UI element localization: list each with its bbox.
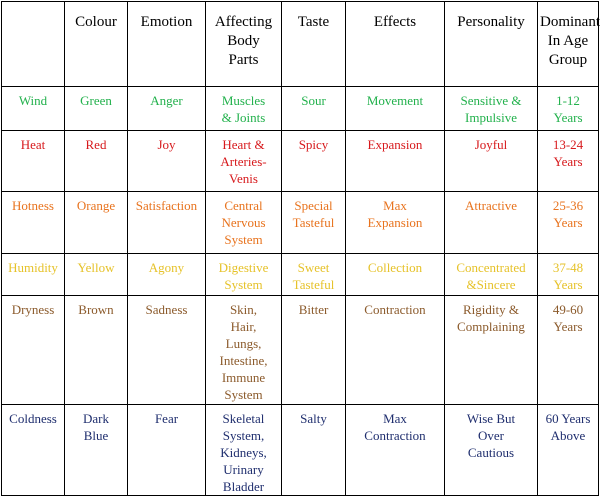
- table-cell: Skin, Hair, Lungs, Intestine, Immune Sys…: [205, 295, 282, 405]
- table-cell: 1-12 Years: [537, 86, 599, 131]
- table-cell: Sour: [281, 86, 346, 131]
- table-cell: Skeletal System, Kidneys, Urinary Bladde…: [205, 404, 282, 496]
- table-cell: Salty: [281, 404, 346, 496]
- header-cell-personality: Personality: [444, 1, 538, 87]
- header-cell-body-parts: Affecting Body Parts: [205, 1, 282, 87]
- table-cell: Collection: [345, 253, 445, 296]
- table-cell: Contraction: [345, 295, 445, 405]
- table-cell: Expansion: [345, 130, 445, 192]
- header-cell-colour: Colour: [64, 1, 128, 87]
- table-cell: Yellow: [64, 253, 128, 296]
- table-cell: 60 Years Above: [537, 404, 599, 496]
- table-cell: Joyful: [444, 130, 538, 192]
- table-row: Wind Green Anger Muscles & Joints Sour M…: [1, 86, 599, 131]
- table-cell: Movement: [345, 86, 445, 131]
- table-cell: Rigidity & Complaining: [444, 295, 538, 405]
- table-row: Heat Red Joy Heart & Arteries- Venis Spi…: [1, 130, 599, 192]
- row-label: Coldness: [1, 404, 65, 496]
- table-cell: Sadness: [127, 295, 206, 405]
- table-cell: Sweet Tasteful: [281, 253, 346, 296]
- table-cell: Satisfaction: [127, 191, 206, 254]
- table-cell: Orange: [64, 191, 128, 254]
- header-cell-element: [1, 1, 65, 87]
- table-cell: Green: [64, 86, 128, 131]
- table-cell: Muscles & Joints: [205, 86, 282, 131]
- table-cell: Central Nervous System: [205, 191, 282, 254]
- table-cell: Max Expansion: [345, 191, 445, 254]
- table-cell: 13-24 Years: [537, 130, 599, 192]
- table-row: Humidity Yellow Agony Digestive System S…: [1, 253, 599, 296]
- table-cell: Bitter: [281, 295, 346, 405]
- header-cell-effects: Effects: [345, 1, 445, 87]
- table-cell: Brown: [64, 295, 128, 405]
- table-cell: Joy: [127, 130, 206, 192]
- table-cell: Special Tasteful: [281, 191, 346, 254]
- table-cell: Attractive: [444, 191, 538, 254]
- table-row: Coldness Dark Blue Fear Skeletal System,…: [1, 404, 599, 496]
- table-row: Hotness Orange Satisfaction Central Nerv…: [1, 191, 599, 254]
- table-cell: 49-60 Years: [537, 295, 599, 405]
- header-cell-emotion: Emotion: [127, 1, 206, 87]
- header-cell-age-group: Dominant In Age Group: [537, 1, 600, 87]
- table-cell: Heart & Arteries- Venis: [205, 130, 282, 192]
- header-cell-taste: Taste: [281, 1, 346, 87]
- table-cell: 37-48 Years: [537, 253, 599, 296]
- table-cell: Agony: [127, 253, 206, 296]
- table-cell: Red: [64, 130, 128, 192]
- table-cell: Dark Blue: [64, 404, 128, 496]
- header-row: Colour Emotion Affecting Body Parts Tast…: [1, 1, 600, 87]
- table-cell: Wise But Over Cautious: [444, 404, 538, 496]
- table-cell: Sensitive & Impulsive: [444, 86, 538, 131]
- table-cell: Fear: [127, 404, 206, 496]
- row-label: Hotness: [1, 191, 65, 254]
- table-cell: Digestive System: [205, 253, 282, 296]
- table-row: Dryness Brown Sadness Skin, Hair, Lungs,…: [1, 295, 599, 405]
- row-label: Humidity: [1, 253, 65, 296]
- table-cell: 25-36 Years: [537, 191, 599, 254]
- table-cell: Anger: [127, 86, 206, 131]
- row-label: Dryness: [1, 295, 65, 405]
- row-label: Heat: [1, 130, 65, 192]
- row-label: Wind: [1, 86, 65, 131]
- table-cell: Spicy: [281, 130, 346, 192]
- table-cell: Max Contraction: [345, 404, 445, 496]
- table-cell: Concentrated &Sincere: [444, 253, 538, 296]
